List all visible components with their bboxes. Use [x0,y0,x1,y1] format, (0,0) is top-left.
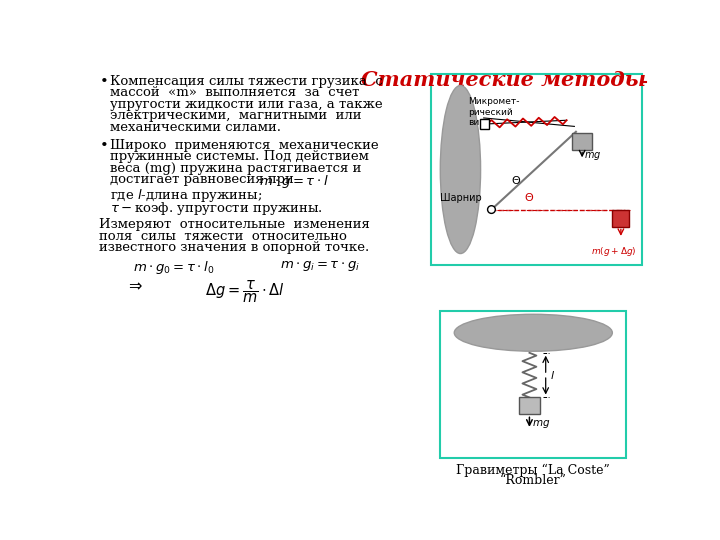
Text: •: • [99,139,108,153]
Text: механическими силами.: механическими силами. [110,121,281,134]
Text: $\Delta g = \dfrac{\tau}{m} \cdot \Delta l$: $\Delta g = \dfrac{\tau}{m} \cdot \Delta… [204,278,284,305]
Text: $\tau-$коэф. упругости пружины.: $\tau-$коэф. упругости пружины. [110,200,323,217]
Bar [611,210,629,226]
Text: Микромет-
рический
винт: Микромет- рический винт [468,97,520,127]
Text: $mg$: $mg$ [585,150,602,161]
Text: $l$: $l$ [549,369,554,381]
Text: $m(g+\Delta g)$: $m(g+\Delta g)$ [591,245,637,258]
Text: Компенсация силы тяжести грузика  с: Компенсация силы тяжести грузика с [110,75,383,88]
Bar [431,74,642,265]
Text: веса (mg) пружина растягивается и: веса (mg) пружина растягивается и [110,162,361,175]
Text: Гравиметры “La Coste”: Гравиметры “La Coste” [456,464,610,477]
Text: •: • [99,75,108,89]
Bar [519,397,539,414]
Text: электрическими,  магнитными  или: электрическими, магнитными или [110,110,361,123]
Text: $m \cdot g_i = \tau \cdot g_i$: $m \cdot g_i = \tau \cdot g_i$ [280,259,360,273]
Text: известного значения в опорной точке.: известного значения в опорной точке. [99,241,369,254]
Text: $\Rightarrow$: $\Rightarrow$ [125,278,143,293]
Text: Статические методы: Статические методы [361,70,646,90]
Text: Шарнир: Шарнир [441,193,482,204]
Text: $m \cdot g = \tau \cdot l$: $m \cdot g = \tau \cdot l$ [259,173,329,191]
Text: поля  силы  тяжести  относительно: поля силы тяжести относительно [99,230,347,242]
Text: Измеряют  относительные  изменения: Измеряют относительные изменения [99,218,370,231]
Text: $\Theta$: $\Theta$ [524,191,534,203]
Ellipse shape [454,314,612,351]
Text: достигает равновесия при: достигает равновесия при [110,173,294,186]
Text: $mg$: $mg$ [532,417,550,430]
Text: пружинные системы. Под действием: пружинные системы. Под действием [110,150,369,163]
Bar [572,132,592,150]
Bar [480,119,489,129]
Bar [441,311,626,457]
Circle shape [487,206,495,213]
Ellipse shape [441,85,481,254]
Text: $\Theta$: $\Theta$ [510,174,521,186]
Text: Широко  применяются  механические: Широко применяются механические [110,139,379,152]
Text: $m \cdot g_0 = \tau \cdot l_0$: $m \cdot g_0 = \tau \cdot l_0$ [132,259,214,276]
Text: упругости жидкости или газа, а также: упругости жидкости или газа, а также [110,98,383,111]
Text: “Rombler”: “Rombler” [500,474,567,487]
Text: где $l$-длина пружины;: где $l$-длина пружины; [110,187,263,204]
Text: массой  «m»  выполняется  за  счет: массой «m» выполняется за счет [110,86,359,99]
